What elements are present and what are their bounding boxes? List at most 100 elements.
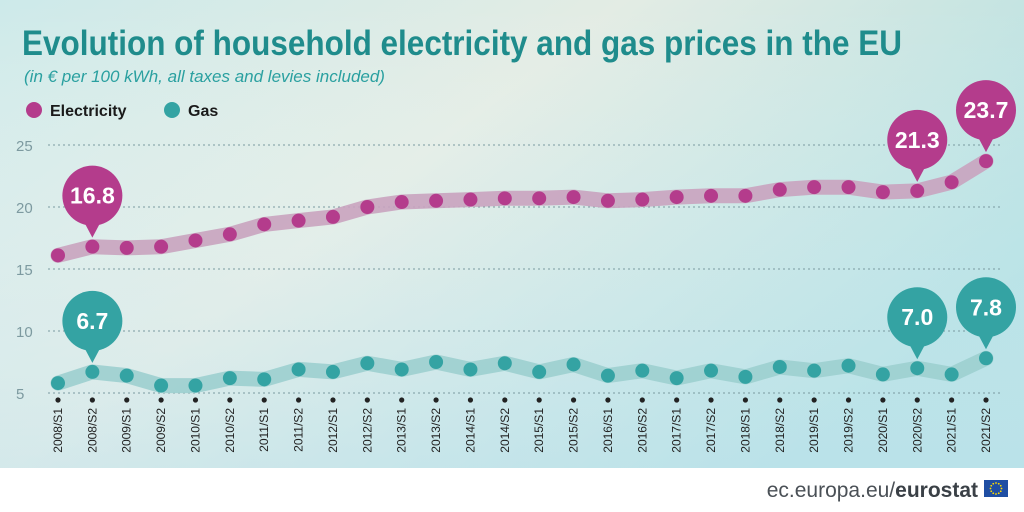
footer: ec.europa.eu/eurostat — [767, 479, 1008, 502]
x-tick-label: 2012/S1 — [326, 408, 340, 453]
data-point-gas — [188, 378, 203, 393]
data-point-gas — [51, 376, 65, 391]
x-tick-mark — [89, 397, 95, 403]
data-point-electricity — [635, 192, 650, 207]
data-point-gas — [669, 371, 684, 386]
flag-star — [1000, 487, 1003, 490]
x-tick-label: 2019/S1 — [807, 408, 821, 453]
data-point-gas — [429, 355, 444, 369]
data-point-gas — [85, 364, 100, 379]
data-point-electricity — [910, 183, 925, 198]
callout-pointer — [908, 342, 927, 360]
data-point-electricity — [119, 240, 134, 255]
callout-electricity: 16.8 — [62, 165, 123, 238]
x-tick-label: 2011/S2 — [292, 408, 306, 452]
data-point-gas — [979, 351, 993, 366]
x-tick-label: 2014/S1 — [463, 408, 477, 453]
data-point-electricity — [257, 217, 272, 232]
x-tick-mark — [295, 397, 302, 403]
data-point-electricity — [944, 175, 959, 190]
callout-bubble — [956, 277, 1016, 338]
footer-background — [0, 468, 1024, 512]
flag-star — [999, 490, 1002, 493]
x-tick-label: 2010/S2 — [223, 408, 237, 453]
x-tick-mark — [811, 397, 817, 403]
data-label: 16.8 — [70, 183, 115, 209]
data-point-electricity — [600, 193, 615, 208]
x-tick-mark — [536, 397, 542, 403]
y-tick-label: 10 — [16, 324, 33, 341]
flag-star — [989, 487, 992, 490]
y-tick-label: 25 — [16, 138, 33, 155]
legend-marker-gas — [164, 102, 180, 118]
x-tick-mark — [330, 397, 336, 403]
callout-bubble — [887, 287, 948, 348]
data-point-gas — [910, 361, 925, 376]
data-point-electricity — [222, 227, 237, 242]
data-point-gas — [497, 356, 512, 371]
flag-star — [992, 492, 995, 495]
flag-star — [995, 482, 997, 484]
x-tick-label: 2020/S1 — [876, 408, 890, 453]
callout-gas: 6.7 — [62, 290, 123, 363]
data-point-electricity — [841, 180, 856, 195]
callout-pointer — [977, 135, 995, 153]
data-point-electricity — [566, 190, 581, 205]
data-point-gas — [875, 367, 890, 382]
data-point-electricity — [291, 213, 306, 228]
x-tick-label: 2017/S1 — [670, 408, 684, 453]
data-point-gas — [291, 362, 306, 377]
x-tick-mark — [983, 397, 989, 403]
data-point-electricity — [394, 195, 409, 210]
x-axis-ticks: 2008/S1 2008/S2 2009/S1 2009/S2 2010/S1 2010/… — [51, 397, 993, 453]
data-point-electricity — [669, 190, 684, 205]
callout-pointer — [83, 220, 102, 238]
data-point-electricity — [51, 248, 65, 263]
flag-star — [990, 490, 993, 493]
x-tick-mark — [639, 397, 645, 403]
x-tick-label: 2010/S1 — [188, 408, 202, 453]
y-tick-label: 20 — [16, 200, 33, 217]
x-tick-mark — [261, 397, 267, 403]
data-point-electricity — [979, 154, 993, 169]
data-point-gas — [325, 364, 340, 379]
data-point-electricity — [154, 239, 169, 254]
x-tick-mark — [605, 397, 611, 403]
data-point-electricity — [85, 239, 100, 254]
x-tick-label: 2021/S1 — [945, 408, 959, 453]
y-tick-label: 15 — [16, 262, 33, 279]
x-tick-label: 2017/S2 — [704, 408, 718, 453]
data-label: 21.3 — [895, 127, 940, 153]
x-tick-label: 2008/S1 — [51, 408, 65, 453]
flag-star — [995, 493, 997, 495]
series-band-gas — [50, 350, 994, 394]
data-point-electricity — [188, 233, 203, 248]
legend: Electricity Gas — [26, 102, 218, 120]
data-point-electricity — [360, 200, 375, 214]
data-point-electricity — [429, 193, 444, 208]
callout-pointer — [977, 332, 995, 350]
data-point-electricity — [325, 209, 340, 224]
source-prefix: ec.europa.eu/ — [767, 479, 896, 502]
data-point-gas — [944, 367, 959, 382]
data-point-gas — [257, 372, 272, 387]
data-label: 7.8 — [970, 294, 1002, 320]
data-point-gas — [154, 378, 169, 393]
data-point-gas — [704, 363, 719, 378]
x-tick-mark — [399, 397, 405, 403]
x-tick-label: 2015/S2 — [567, 408, 581, 453]
x-tick-label: 2018/S2 — [773, 408, 787, 453]
legend-marker-electricity — [26, 102, 42, 118]
callout-gas: 7.0 — [887, 287, 948, 360]
x-tick-mark — [674, 397, 680, 403]
x-tick-mark — [55, 397, 61, 403]
y-axis-ticks: 5 10 15 20 25 — [16, 138, 33, 403]
x-tick-label: 2019/S2 — [842, 408, 856, 453]
x-tick-label: 2014/S2 — [498, 408, 512, 453]
x-tick-label: 2012/S2 — [360, 408, 374, 453]
callout-pointer — [83, 345, 102, 363]
x-tick-mark — [777, 397, 783, 403]
x-tick-label: 2021/S2 — [979, 408, 993, 453]
